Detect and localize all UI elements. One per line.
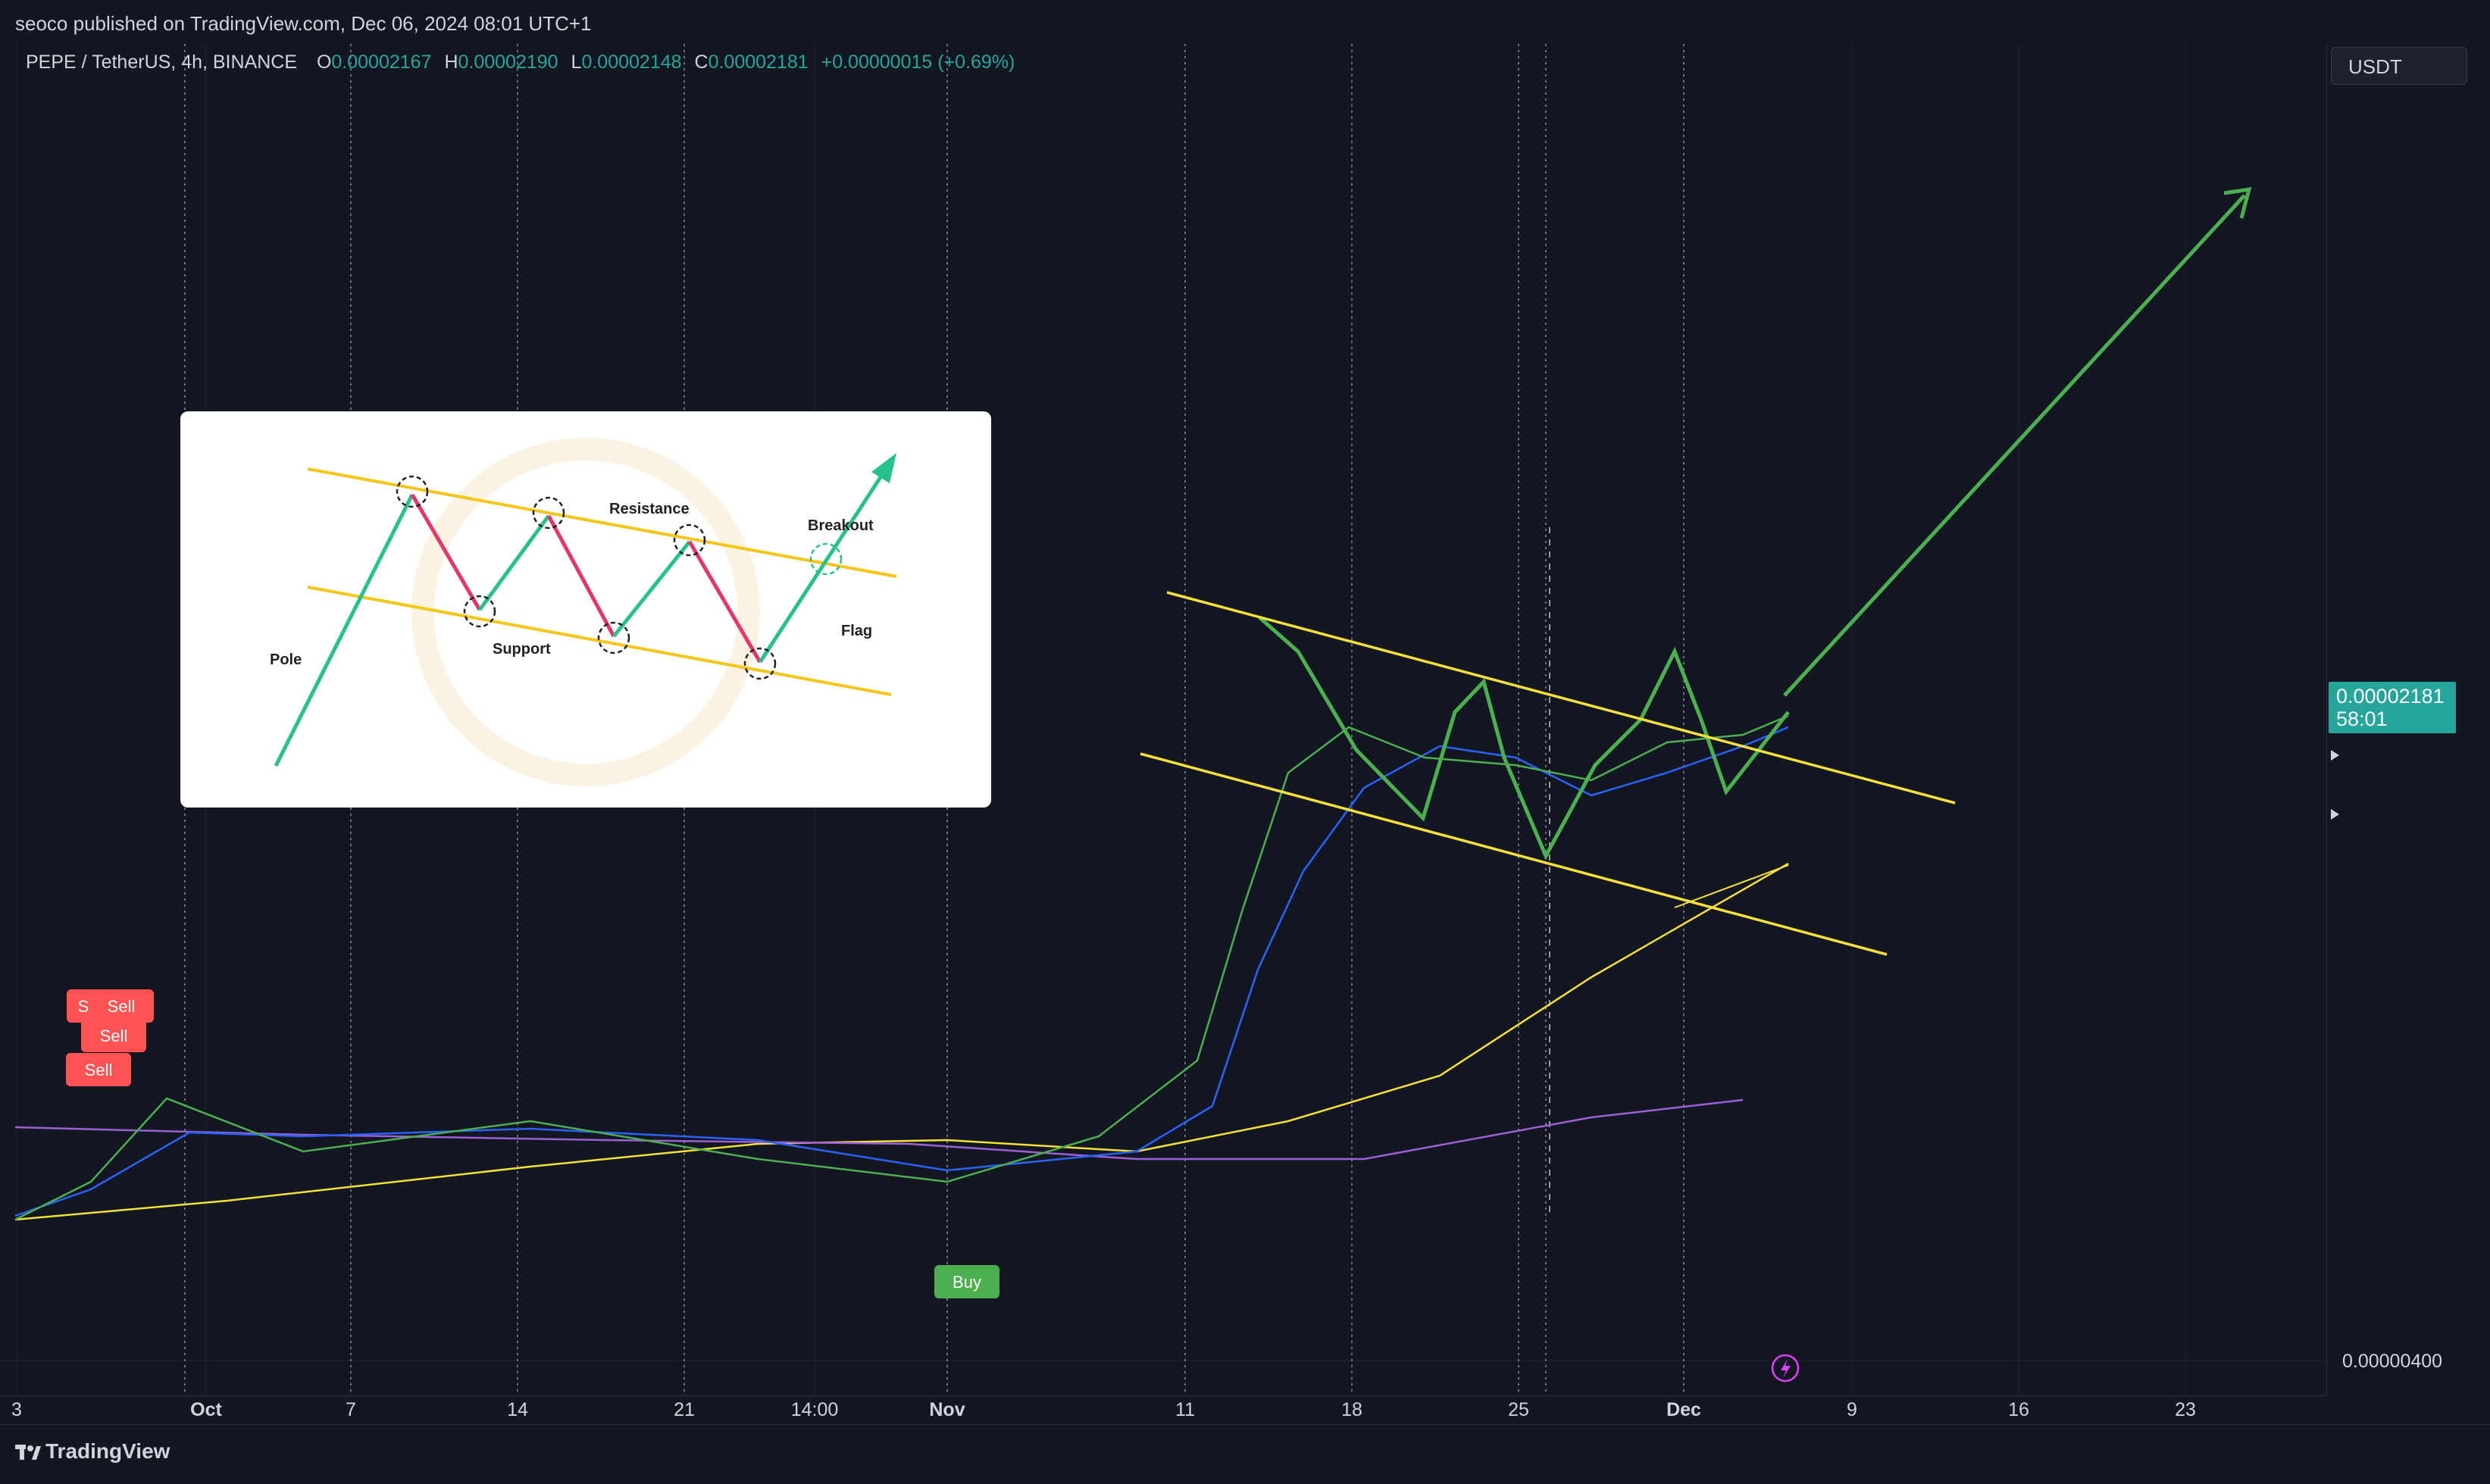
breakout-label: Breakout [808,517,874,534]
x-tick-label: 14:00 [791,1399,839,1420]
sell-signal-badge [81,1019,146,1052]
ma-200 [14,862,1789,1221]
last-price-tag: 0.00002181 58:01 [2329,682,2456,733]
close-label: C [694,52,709,73]
pivot-marker [396,475,429,508]
y-tick-label: 0.00000400 [2342,1351,2442,1372]
breakout-marker [809,542,843,576]
alert-icon-bolt [1781,1359,1791,1378]
sell-signal-badge [66,1053,131,1086]
breakout-leg [758,463,891,664]
resistance-label: Resistance [609,501,690,517]
pole-label: Pole [270,651,302,668]
flag-leg-4 [612,540,691,638]
low-value: 0.00002148 [581,52,682,73]
time-axis[interactable]: 3 Oct 7 14 21 14:00 Nov 11 18 25 Dec 9 16 23 [0,1395,2326,1425]
x-tick-label: 23 [2175,1399,2196,1420]
flag-upper-channel [1166,591,1956,804]
support-line [307,586,892,696]
sell-signal-text: Sell [85,1061,113,1079]
currency-button[interactable]: USDT [2331,47,2467,85]
pivot-marker [532,496,565,530]
x-tick-label: Nov [929,1399,965,1420]
x-tick-label: 3 [11,1399,22,1420]
flag-leg-3 [546,514,616,638]
x-tick-label: 25 [1508,1399,1529,1420]
pivot-marker [743,647,777,680]
open-value: 0.00002167 [331,52,432,73]
sell-signal-badge [89,989,154,1023]
x-tick-label: 16 [2008,1399,2029,1420]
symbol-name: PEPE / TetherUS, 4h, BINANCE [26,52,298,73]
high-label: H [444,52,458,73]
pivot-marker [597,621,630,655]
x-tick-label: 9 [1847,1399,1857,1420]
ma-green [14,714,1789,1221]
publisher-line: seoco published on TradingView.com, Dec … [15,12,592,35]
x-tick-label: 18 [1341,1399,1362,1420]
support-label: Support [493,641,551,658]
publish-header: seoco published on TradingView.com, Dec … [0,0,2490,44]
buy-signal-text: Buy [953,1273,981,1292]
tradingview-brand: TradingView [45,1439,170,1463]
ma-blue [14,726,1789,1217]
x-tick-label: 21 [674,1399,695,1420]
buy-signal-badge [934,1265,999,1298]
flag-lower-channel [1140,752,1888,956]
sell-signal-text: Sell [100,1026,128,1045]
axis-marker-arrow [2331,750,2339,761]
pivot-marker [463,595,496,628]
projection-arrowhead [2223,186,2252,219]
change-value: +0.00000015 (+0.69%) [821,52,1015,73]
flag-leg-2 [477,514,551,611]
x-tick-label: Oct [190,1399,222,1420]
pole-leg [274,493,414,767]
alert-icon-ring [1771,1354,1800,1382]
pivot-marker [673,523,706,557]
x-tick-label: 14 [507,1399,528,1420]
low-label: L [571,52,582,73]
flag-leg-5 [687,540,762,664]
x-tick-label: Dec [1666,1399,1701,1420]
axis-marker-arrow [2331,809,2339,820]
last-price-value: 0.00002181 [2336,685,2445,708]
tradingview-logo-icon [15,1444,41,1460]
sell-signal-text: Sell [108,997,136,1016]
flag-label: Flag [841,623,872,639]
footer [0,1424,2490,1484]
alert-lightning-icon [1771,1354,1800,1382]
open-label: O [316,52,332,73]
ma-purple [14,1098,1744,1161]
symbol-info: PEPE / TetherUS, 4h, BINANCE O0.00002167… [26,52,1022,73]
breakout-arrowhead [871,453,896,483]
tradingview-logo[interactable]: TradingView [15,1439,170,1464]
zigzag-line [1258,616,1790,861]
resistance-line [307,467,897,578]
flag-pattern-inset: Resistance Breakout Support Pole Flag [180,411,991,808]
projection-arrow [1783,194,2246,697]
high-value: 0.00002190 [458,52,558,73]
ma-200-tail [1674,864,1789,908]
flag-leg-1 [410,493,482,611]
x-tick-label: 11 [1175,1399,1195,1420]
watermark-ring [411,438,760,786]
x-tick-label: 7 [346,1399,356,1420]
bar-countdown: 58:01 [2336,708,2388,730]
close-value: 0.00002181 [708,52,809,73]
sell-signal-text: S [78,997,89,1016]
flag-pattern-diagram: Resistance Breakout Support Pole Flag [270,438,897,786]
